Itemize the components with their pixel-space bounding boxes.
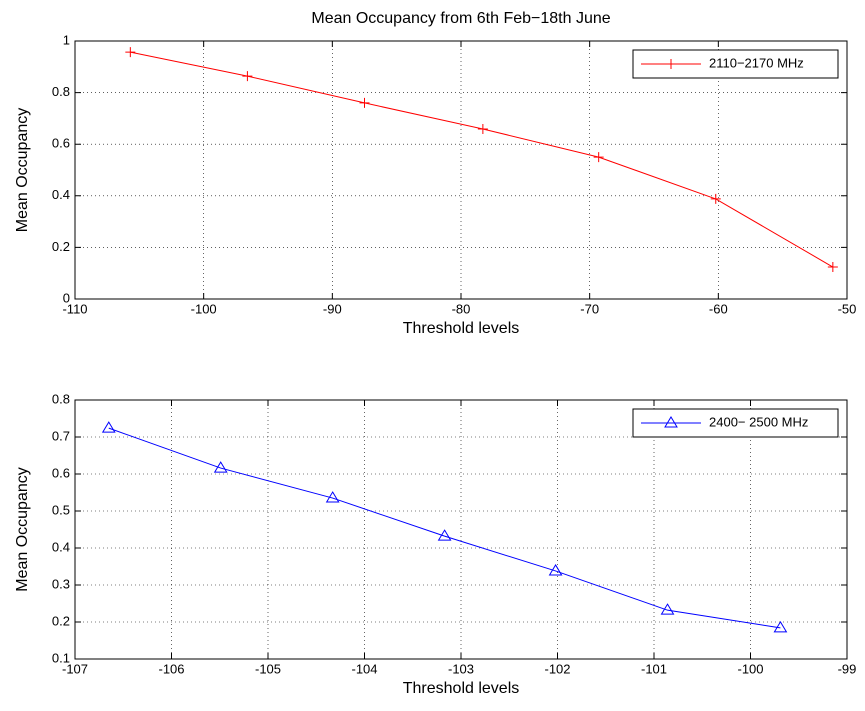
marker xyxy=(213,461,228,473)
marker xyxy=(477,123,488,134)
y-axis-label: Mean Occupancy xyxy=(14,108,31,233)
x-tick-label: -90 xyxy=(323,301,342,316)
y-tick-label: 0.6 xyxy=(52,465,70,480)
y-tick-label: 0.8 xyxy=(52,84,70,99)
y-tick-label: 0.2 xyxy=(52,239,70,254)
y-tick-label: 0.8 xyxy=(52,391,70,406)
x-axis-label: Threshold levels xyxy=(403,320,520,337)
marker xyxy=(548,563,563,576)
marker xyxy=(593,152,604,163)
y-tick-label: 0.4 xyxy=(52,187,70,202)
x-axis-label: Threshold levels xyxy=(403,680,520,697)
y-tick-label: 0 xyxy=(63,290,70,305)
marker xyxy=(664,416,678,428)
y-tick-label: 0.1 xyxy=(52,650,70,665)
y-tick-label: 1 xyxy=(63,32,70,47)
axes-frame xyxy=(74,399,848,660)
y-tick-label: 0.3 xyxy=(52,576,70,591)
x-tick-label: -101 xyxy=(641,661,667,676)
y-tick-label: 0.4 xyxy=(52,539,70,554)
y-tick-label: 0.2 xyxy=(52,613,70,628)
x-tick-label: -110 xyxy=(62,301,87,316)
marker xyxy=(710,193,721,204)
x-tick-label: -50 xyxy=(838,301,857,316)
marker xyxy=(827,262,838,273)
legend-label: 2110−2170 MHz xyxy=(709,55,804,70)
axes-frame xyxy=(74,40,848,300)
x-tick-label: -105 xyxy=(255,661,281,676)
marker xyxy=(125,47,136,58)
marker xyxy=(101,421,116,433)
x-tick-label: -102 xyxy=(544,661,570,676)
marker xyxy=(325,491,340,503)
x-tick-label: -100 xyxy=(737,661,763,676)
legend-label: 2400− 2500 MHz xyxy=(709,414,808,429)
x-tick-label: -106 xyxy=(158,661,184,676)
plot-area xyxy=(75,400,847,659)
y-tick-label: 0.5 xyxy=(52,502,70,517)
chart-title: Mean Occupancy from 6th Feb−18th June xyxy=(311,10,610,27)
marker xyxy=(773,620,788,633)
marker xyxy=(437,529,452,541)
x-tick-label: -80 xyxy=(452,301,471,316)
y-axis-label: Mean Occupancy xyxy=(14,467,31,592)
x-tick-label: -70 xyxy=(580,301,599,316)
marker xyxy=(666,59,676,69)
x-tick-label: -107 xyxy=(62,661,88,676)
x-tick-label: -99 xyxy=(838,661,857,676)
y-tick-label: 0.7 xyxy=(52,428,70,443)
y-tick-label: 0.6 xyxy=(52,136,70,151)
x-tick-label: -60 xyxy=(709,301,728,316)
x-tick-label: -103 xyxy=(448,661,474,676)
x-tick-label: -104 xyxy=(351,661,377,676)
marker xyxy=(660,603,675,615)
data-line xyxy=(108,427,781,629)
marker xyxy=(242,71,253,82)
marker xyxy=(359,97,370,108)
x-tick-label: -100 xyxy=(191,301,217,316)
